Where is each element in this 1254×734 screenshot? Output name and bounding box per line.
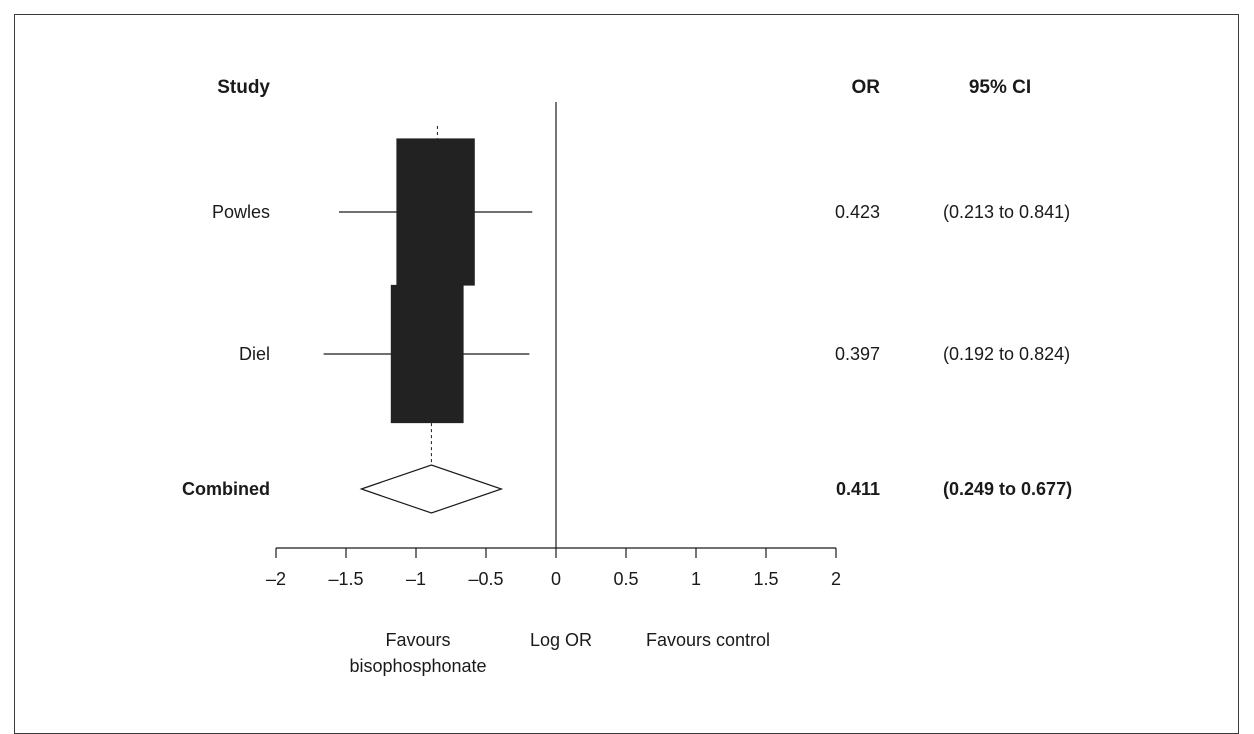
x-tick-label: 1: [691, 569, 701, 589]
ci-value: (0.249 to 0.677): [943, 479, 1072, 499]
favours-left-line1: Favours: [385, 630, 450, 650]
x-tick-label: –2: [266, 569, 286, 589]
x-tick-label: 0: [551, 569, 561, 589]
x-tick-label: –0.5: [468, 569, 503, 589]
x-tick-label: –1: [406, 569, 426, 589]
or-value: 0.423: [835, 202, 880, 222]
favours-right: Favours control: [646, 630, 770, 650]
x-axis-label: Log OR: [530, 630, 592, 650]
study-label: Combined: [182, 479, 270, 499]
x-tick-label: 0.5: [613, 569, 638, 589]
forest-plot: Study OR 95% CI Powles 0.423 (0.213 to 0.841)…: [182, 77, 1072, 676]
x-tick-label: 1.5: [753, 569, 778, 589]
header-or: OR: [852, 77, 881, 98]
ci-value: (0.213 to 0.841): [943, 202, 1070, 222]
weight-box: [396, 138, 475, 286]
weight-box: [390, 284, 464, 424]
header-study: Study: [217, 77, 270, 98]
x-tick-label: –1.5: [328, 569, 363, 589]
x-tick-label: 2: [831, 569, 841, 589]
or-value: 0.397: [835, 344, 880, 364]
or-value: 0.411: [836, 479, 880, 499]
summary-diamond: [359, 464, 504, 514]
study-label: Diel: [239, 344, 270, 364]
header-ci: 95% CI: [969, 77, 1031, 98]
favours-left-line2: bisophosphonate: [349, 656, 486, 676]
ci-value: (0.192 to 0.824): [943, 344, 1070, 364]
study-label: Powles: [212, 202, 270, 222]
